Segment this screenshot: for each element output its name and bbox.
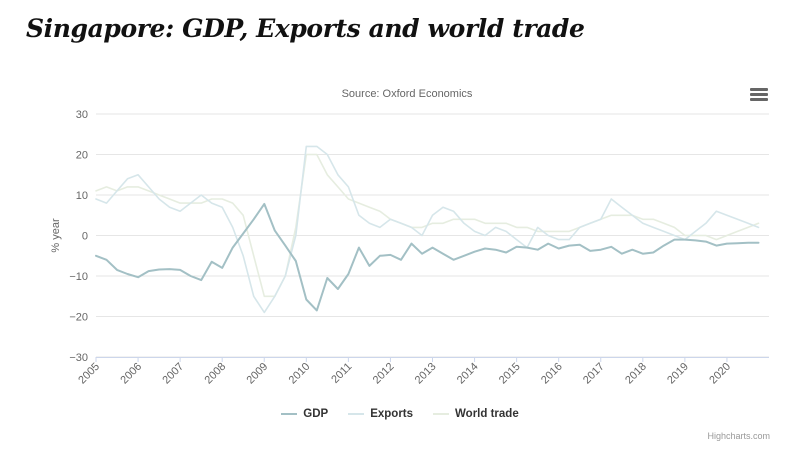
y-tick-label: −10 xyxy=(69,271,88,283)
y-tick-label: −20 xyxy=(69,312,88,324)
chart-subtitle: Source: Oxford Economics xyxy=(342,88,473,100)
legend-item-gdp[interactable]: GDP xyxy=(281,408,328,420)
x-tick-label: 2007 xyxy=(160,361,186,387)
x-tick-label: 2016 xyxy=(539,361,565,387)
chart-legend: GDP Exports World trade xyxy=(0,408,800,420)
y-tick-label: −30 xyxy=(69,352,88,364)
y-tick-label: 10 xyxy=(76,190,88,202)
y-tick-label: 20 xyxy=(76,150,88,162)
x-tick-label: 2018 xyxy=(623,361,649,387)
legend-swatch-gdp xyxy=(281,413,298,415)
legend-label-exports: Exports xyxy=(370,408,414,420)
legend-label-gdp: GDP xyxy=(303,408,329,420)
legend-item-exports[interactable]: Exports xyxy=(348,408,413,420)
x-tick-label: 2017 xyxy=(581,361,607,387)
x-tick-label: 2006 xyxy=(118,361,144,387)
legend-swatch-world-trade xyxy=(433,413,450,415)
x-tick-label: 2012 xyxy=(371,361,397,387)
series-line-exports xyxy=(95,145,760,314)
y-tick-label: 30 xyxy=(76,109,88,121)
y-tick-label: 0 xyxy=(82,231,88,243)
x-tick-label: 2015 xyxy=(497,361,523,387)
legend-swatch-exports xyxy=(348,413,365,415)
x-tick-label: 2013 xyxy=(413,361,439,387)
y-axis-title: % year xyxy=(50,218,62,253)
highcharts-credits-link[interactable]: Highcharts.com xyxy=(707,431,770,441)
x-tick-label: 2019 xyxy=(665,361,691,387)
legend-item-world-trade[interactable]: World trade xyxy=(433,408,519,420)
legend-label-world-trade: World trade xyxy=(455,408,519,420)
page-title: Singapore: GDP, Exports and world trade xyxy=(26,14,585,43)
x-tick-label: 2014 xyxy=(455,361,481,387)
x-tick-label: 2010 xyxy=(287,361,313,387)
x-tick-label: 2008 xyxy=(203,361,229,387)
x-tick-label: 2009 xyxy=(245,361,271,387)
hamburger-menu-icon[interactable] xyxy=(748,86,770,104)
x-tick-label: 2020 xyxy=(707,361,733,387)
x-tick-label: 2011 xyxy=(329,361,354,386)
x-tick-label: 2005 xyxy=(76,361,102,387)
series-line-gdp xyxy=(95,202,760,312)
